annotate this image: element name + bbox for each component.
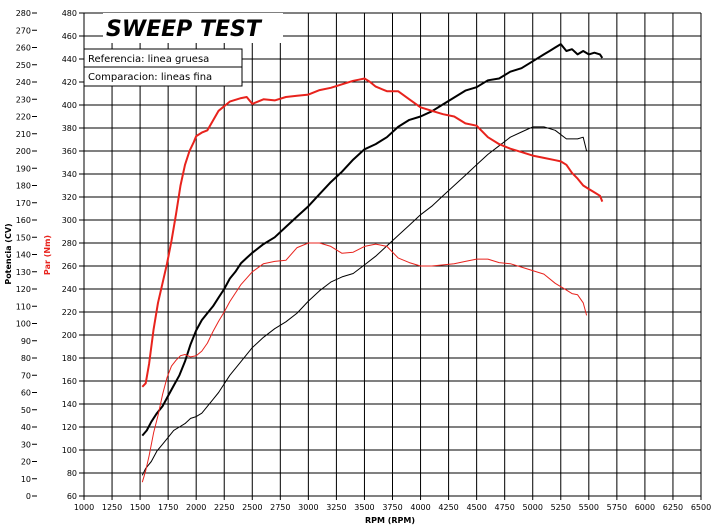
power-tick-label: 40 (21, 423, 31, 432)
torque-tick-label: 440 (62, 55, 77, 64)
torque-tick-label: 160 (62, 377, 77, 386)
x-tick-label: 5750 (607, 503, 627, 512)
power-axis-title: Potencia (CV) (4, 223, 13, 284)
power-tick-label: 30 (21, 440, 31, 449)
power-tick-label: 180 (16, 182, 31, 191)
power-tick-label: 70 (21, 371, 31, 380)
power-tick-label: 80 (21, 354, 31, 363)
power-tick-label: 280 (16, 9, 31, 18)
legend-entry-comparacion: Comparacion: lineas fina (88, 72, 212, 83)
torque-tick-label: 380 (62, 124, 77, 133)
power-tick-label: 100 (16, 320, 31, 329)
torque-tick-label: 140 (62, 400, 77, 409)
torque-tick-label: 320 (62, 193, 77, 202)
power-tick-label: 50 (21, 406, 31, 415)
torque-tick-label: 340 (62, 170, 77, 179)
chart-title: SWEEP TEST (106, 17, 263, 42)
power-tick-label: 250 (16, 61, 31, 70)
x-tick-label: 6500 (691, 503, 711, 512)
power-comparison-line (141, 126, 588, 476)
legend-entry-referencia: Referencia: linea gruesa (88, 54, 209, 65)
power-tick-label: 150 (16, 233, 31, 242)
x-tick-label: 4000 (410, 503, 430, 512)
x-tick-label: 2250 (214, 503, 234, 512)
power-tick-label: 220 (16, 113, 31, 122)
power-tick-label: 210 (16, 130, 31, 139)
x-tick-label: 2750 (270, 503, 290, 512)
power-tick-label: 200 (16, 147, 31, 156)
torque-tick-label: 480 (62, 9, 77, 18)
title-background (103, 13, 283, 43)
torque-tick-label: 180 (62, 354, 77, 363)
torque-tick-label: 60 (67, 492, 77, 501)
x-tick-label: 4750 (495, 503, 515, 512)
torque-tick-label: 280 (62, 239, 77, 248)
torque-tick-label: 300 (62, 216, 77, 225)
x-tick-label: 6000 (635, 503, 655, 512)
power-tick-label: 90 (21, 337, 31, 346)
torque-reference-line (141, 77, 604, 388)
power-tick-label: 10 (21, 475, 31, 484)
power-tick-label: 190 (16, 164, 31, 173)
power-tick-label: 230 (16, 95, 31, 104)
power-tick-label: 130 (16, 268, 31, 277)
power-axis-ticks: 0 10 20 30 40 50 60 70 80 90 100 110 120 130 140 150 160… (16, 9, 37, 501)
power-tick-label: 0 (26, 492, 31, 501)
torque-axis-ticks: 60 80 100 120 140 160 180 200 220 240 260 280 300 320… (62, 9, 84, 501)
x-tick-label: 1750 (158, 503, 178, 512)
power-tick-label: 120 (16, 285, 31, 294)
power-reference-line (141, 43, 604, 437)
x-tick-label: 5250 (551, 503, 571, 512)
chart-grid (83, 12, 702, 497)
torque-tick-label: 420 (62, 78, 77, 87)
torque-tick-label: 80 (67, 469, 77, 478)
x-tick-label: 1500 (130, 503, 150, 512)
torque-tick-label: 220 (62, 308, 77, 317)
x-tick-label: 4500 (466, 503, 486, 512)
torque-comparison-line (141, 242, 588, 483)
power-tick-label: 260 (16, 44, 31, 53)
power-tick-label: 140 (16, 251, 31, 260)
x-tick-label: 6250 (663, 503, 683, 512)
legend-box: Referencia: linea gruesa Comparacion: li… (83, 48, 243, 87)
x-tick-label: 1000 (74, 503, 94, 512)
torque-tick-label: 460 (62, 32, 77, 41)
x-axis-title: RPM (RPM) (365, 516, 415, 525)
torque-tick-label: 100 (62, 446, 77, 455)
x-tick-label: 2000 (186, 503, 206, 512)
x-tick-label: 3500 (354, 503, 374, 512)
power-tick-label: 170 (16, 199, 31, 208)
x-tick-label: 5500 (579, 503, 599, 512)
x-tick-label: 3750 (382, 503, 402, 512)
torque-tick-label: 360 (62, 147, 77, 156)
torque-tick-label: 200 (62, 331, 77, 340)
power-tick-label: 60 (21, 389, 31, 398)
power-tick-label: 110 (16, 302, 31, 311)
torque-tick-label: 120 (62, 423, 77, 432)
power-tick-label: 240 (16, 78, 31, 87)
power-tick-label: 270 (16, 26, 31, 35)
x-axis-ticks: 1000 1250 1500 1750 2000 2250 2500 2750 3000 3250… (74, 496, 711, 512)
torque-axis-title: Par (Nm) (43, 235, 52, 275)
power-tick-label: 160 (16, 216, 31, 225)
x-tick-label: 1250 (102, 503, 122, 512)
power-tick-label: 20 (21, 458, 31, 467)
torque-tick-label: 260 (62, 262, 77, 271)
x-tick-label: 5000 (523, 503, 543, 512)
x-tick-label: 4250 (438, 503, 458, 512)
chart-series (141, 43, 604, 483)
x-tick-label: 3250 (326, 503, 346, 512)
x-tick-label: 3000 (298, 503, 318, 512)
torque-tick-label: 400 (62, 101, 77, 110)
x-tick-label: 2500 (242, 503, 262, 512)
torque-tick-label: 240 (62, 285, 77, 294)
